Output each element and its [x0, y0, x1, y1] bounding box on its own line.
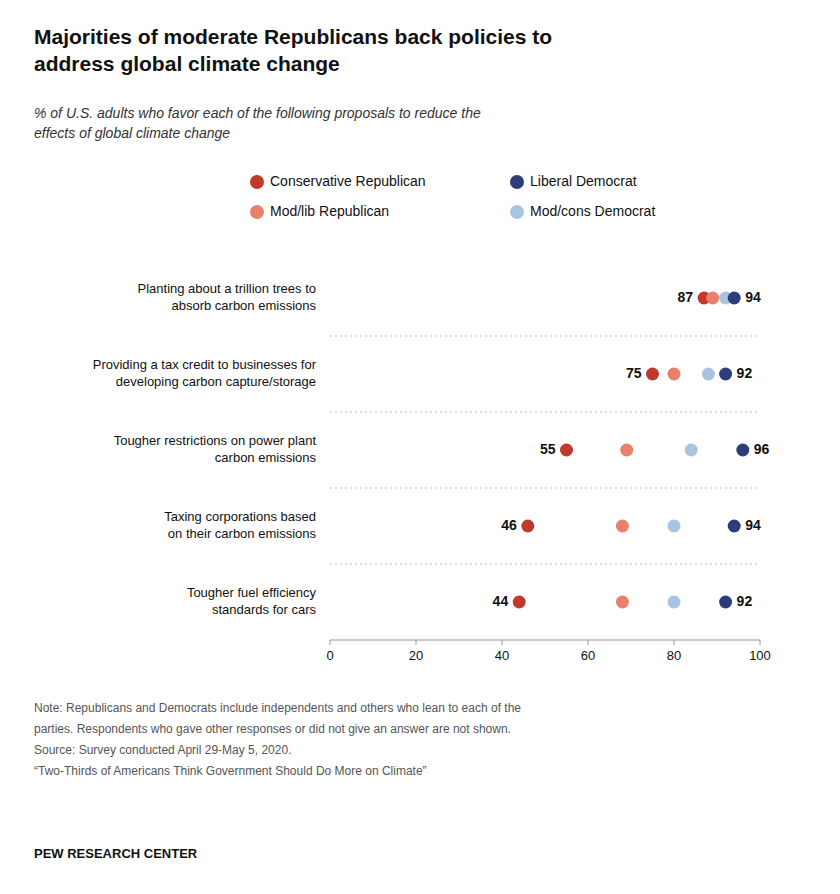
x-tick: [502, 640, 503, 645]
data-label: 96: [754, 441, 770, 457]
dot: [616, 520, 629, 533]
row-separator: [330, 564, 760, 565]
legend-swatch: [510, 175, 524, 189]
dot: [736, 444, 749, 457]
dot: [668, 596, 681, 609]
title: Majorities of moderate Republicans back …: [34, 25, 552, 75]
dot: [728, 520, 741, 533]
legend-label: Mod/cons Democrat: [530, 203, 655, 219]
chart: Majorities of moderate Republicans back …: [0, 0, 840, 894]
data-label: 55: [540, 441, 556, 457]
dot: [728, 292, 741, 305]
category-label: Taxing corporations basedon their carbon…: [164, 509, 316, 541]
x-tick-label: 100: [749, 648, 771, 663]
dot: [668, 368, 681, 381]
legend-swatch: [250, 205, 264, 219]
x-tick: [588, 640, 589, 645]
data-label: 87: [678, 289, 694, 305]
x-tick-label: 40: [495, 648, 509, 663]
dots: [513, 292, 750, 609]
data-label: 44: [493, 593, 509, 609]
row-separator: [330, 488, 760, 489]
dot: [616, 596, 629, 609]
x-tick: [760, 640, 761, 645]
legend-swatch: [250, 175, 264, 189]
legend-swatch: [510, 205, 524, 219]
data-label: 92: [737, 593, 753, 609]
dot: [560, 444, 573, 457]
legend-label: Conservative Republican: [270, 173, 426, 189]
x-tick-label: 0: [326, 648, 333, 663]
data-label: 46: [501, 517, 517, 533]
legend-label: Liberal Democrat: [530, 173, 637, 189]
dot: [513, 596, 526, 609]
category-label: Tougher restrictions on power plantcarbo…: [114, 433, 317, 465]
dot: [706, 292, 719, 305]
dot: [668, 520, 681, 533]
dot: [521, 520, 534, 533]
note: parties. Respondents who gave other resp…: [34, 722, 511, 736]
dot: [646, 368, 659, 381]
x-tick: [416, 640, 417, 645]
dot: [719, 596, 732, 609]
category-label: Planting about a trillion trees toabsorb…: [138, 281, 317, 313]
dot: [702, 368, 715, 381]
subtitle: % of U.S. adults who favor each of the f…: [34, 105, 481, 141]
background: [0, 0, 840, 894]
x-tick: [674, 640, 675, 645]
data-label: 94: [745, 289, 761, 305]
dot: [719, 368, 732, 381]
data-label: 75: [626, 365, 642, 381]
category-label: Providing a tax credit to businesses for…: [93, 357, 317, 389]
x-tick-label: 20: [409, 648, 423, 663]
x-tick: [330, 640, 331, 645]
legend-label: Mod/lib Republican: [270, 203, 389, 219]
data-label: 92: [737, 365, 753, 381]
x-tick-label: 60: [581, 648, 595, 663]
footer: PEW RESEARCH CENTER: [34, 846, 198, 861]
dot: [620, 444, 633, 457]
row-separator: [330, 412, 760, 413]
row-separator: [330, 336, 760, 337]
legend: Conservative Republican Mod/lib Republica…: [250, 173, 655, 219]
note: Note: Republicans and Democrats include …: [34, 701, 521, 715]
x-tick-label: 80: [667, 648, 681, 663]
category-label: Tougher fuel efficiencystandards for car…: [187, 585, 317, 617]
note: “Two-Thirds of Americans Think Governmen…: [34, 764, 427, 778]
note: Source: Survey conducted April 29-May 5,…: [34, 743, 291, 757]
x-axis-line: [330, 640, 760, 641]
dot: [685, 444, 698, 457]
data-label: 94: [745, 517, 761, 533]
